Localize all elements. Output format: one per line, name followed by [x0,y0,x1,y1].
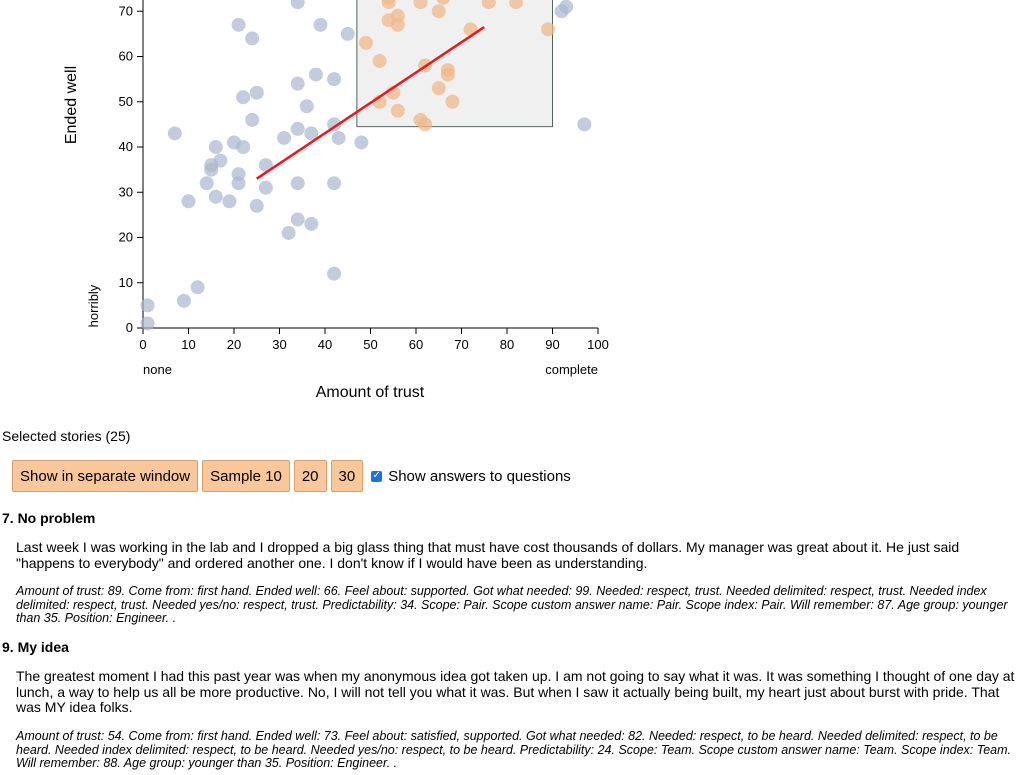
y-tick-label: 30 [119,184,133,199]
sample-10-button[interactable]: Sample 10 [202,460,290,492]
data-point[interactable] [231,176,246,191]
data-point[interactable] [299,99,314,114]
data-point-selected[interactable] [540,22,555,37]
data-point-selected[interactable] [431,81,446,96]
story-answers: Amount of trust: 54. Come from: first ha… [16,729,1012,770]
data-point-selected[interactable] [390,17,405,32]
data-point[interactable] [258,158,273,173]
data-point[interactable] [204,162,219,177]
data-point[interactable] [313,17,328,32]
data-point[interactable] [577,117,592,132]
data-point-selected[interactable] [381,0,396,10]
y-tick-label: 60 [119,49,133,64]
show-in-separate-window-button[interactable]: Show in separate window [12,460,199,492]
data-point[interactable] [308,67,323,82]
y-tick-label: 10 [119,275,133,290]
data-point-selected[interactable] [358,35,373,50]
story-title: 7. No problem [2,510,96,526]
data-point[interactable] [140,298,155,313]
data-point[interactable] [290,121,305,136]
story-text: Last week I was working in the lab and I… [16,539,960,571]
data-point[interactable] [327,117,342,132]
data-point[interactable] [290,76,305,91]
data-point[interactable] [327,176,342,191]
story-answers: Amount of trust: 89. Come from: first ha… [16,584,1008,625]
data-point[interactable] [167,126,182,141]
data-point[interactable] [222,194,237,209]
data-point-selected[interactable] [431,4,446,19]
scatter-chart[interactable]: 0 10 20 30 40 50 60 70 80 90 100 0 10 20 30 40 50 60 70 En… [0,0,1024,410]
data-point[interactable] [559,0,574,14]
x-tick-label: 20 [227,337,241,352]
x-tick-label: 0 [139,337,146,352]
y-tick-label: 70 [119,3,133,18]
data-point[interactable] [290,0,305,10]
data-point-selected[interactable] [372,54,387,69]
x-high-label: complete [545,362,598,377]
show-answers-label: Show answers to questions [388,467,571,485]
data-point[interactable] [249,198,264,213]
data-point[interactable] [176,293,191,308]
data-point[interactable] [181,194,196,209]
y-low-label: horribly [86,284,101,327]
data-point-selected[interactable] [440,67,455,82]
trend-line [256,26,485,180]
data-point-selected[interactable] [445,94,460,109]
data-point[interactable] [236,140,251,154]
data-point[interactable] [304,216,319,231]
y-axis-title: Ended well [63,66,80,144]
x-tick-label: 60 [409,337,423,352]
show-answers-toggle[interactable]: ✓ Show answers to questions [371,468,571,485]
data-point[interactable] [249,85,264,100]
checkbox-checked-icon[interactable]: ✓ [371,470,383,482]
data-point[interactable] [236,90,251,105]
y-tick-label: 40 [119,139,133,154]
y-tick-label: 0 [126,320,133,335]
story-title: 9. My idea [2,639,69,655]
data-point-selected[interactable] [436,0,450,5]
data-point[interactable] [245,31,260,46]
y-tick-label: 20 [119,230,133,245]
selected-stories-heading: Selected stories (25) [2,428,131,444]
data-point[interactable] [245,112,260,127]
sample-30-button[interactable]: 30 [330,460,364,492]
data-point[interactable] [258,180,273,195]
data-point[interactable] [304,126,319,141]
x-tick-label: 10 [181,337,195,352]
data-point[interactable] [327,266,342,281]
data-point[interactable] [277,130,292,145]
data-point-selected[interactable] [390,103,405,118]
data-point[interactable] [290,176,305,191]
data-point[interactable] [290,212,305,227]
y-tick-label: 50 [119,94,133,109]
data-point[interactable] [331,130,346,145]
data-point-selected[interactable] [481,0,496,10]
data-point[interactable] [199,176,214,191]
data-point-selected[interactable] [413,0,428,10]
x-tick-label: 30 [272,337,286,352]
x-tick-label: 40 [318,337,332,352]
sample-20-button[interactable]: 20 [293,460,327,492]
story-controls: Show in separate window Sample 10 20 30 … [12,460,571,492]
x-tick-label: 80 [500,337,514,352]
data-point[interactable] [327,72,342,87]
x-low-label: none [143,362,172,377]
x-tick-label: 50 [363,337,377,352]
data-point[interactable] [354,135,369,150]
data-point[interactable] [231,17,246,32]
data-point[interactable] [213,153,228,168]
story-text: The greatest moment I had this past year… [16,668,1015,715]
data-point-selected[interactable] [509,0,524,10]
data-point[interactable] [340,26,355,41]
data-point-selected[interactable] [418,117,433,132]
x-tick-label: 70 [454,337,468,352]
data-point[interactable] [140,316,155,331]
x-axis-title: Amount of trust [316,384,425,401]
x-tick-label: 100 [587,337,609,352]
data-point[interactable] [281,225,296,240]
data-point[interactable] [190,280,205,295]
data-point[interactable] [208,140,223,154]
data-point[interactable] [208,189,223,204]
x-tick-label: 90 [545,337,559,352]
